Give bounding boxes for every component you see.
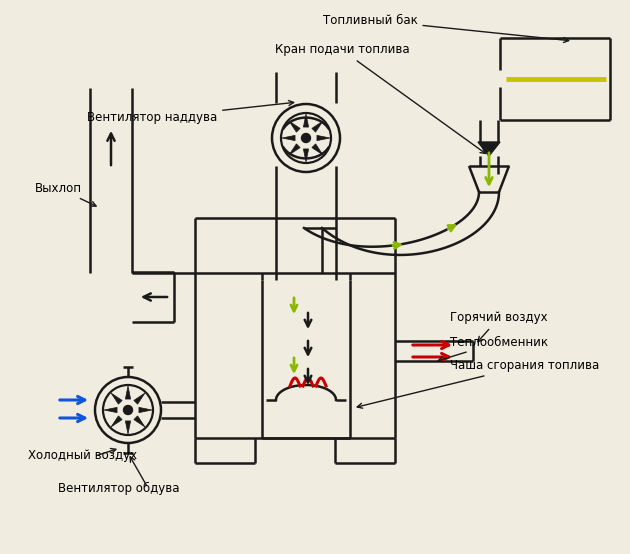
Circle shape: [302, 134, 311, 142]
Text: Кран подачи топлива: Кран подачи топлива: [275, 44, 486, 153]
Text: Топливный бак: Топливный бак: [323, 13, 569, 43]
Text: Чаша сгорания топлива: Чаша сгорания топлива: [357, 360, 599, 408]
Polygon shape: [304, 149, 309, 162]
Polygon shape: [478, 142, 500, 156]
Polygon shape: [104, 407, 117, 413]
Polygon shape: [125, 421, 130, 434]
Polygon shape: [134, 393, 145, 404]
Text: Выхлоп: Выхлоп: [35, 182, 96, 206]
Polygon shape: [289, 144, 300, 155]
Polygon shape: [111, 393, 122, 404]
Text: Теплообменник: Теплообменник: [438, 336, 548, 362]
Circle shape: [123, 406, 132, 414]
Polygon shape: [312, 121, 323, 132]
Polygon shape: [304, 114, 309, 127]
Text: Горячий воздух: Горячий воздух: [450, 311, 547, 342]
Text: Вентилятор наддува: Вентилятор наддува: [87, 100, 294, 125]
Polygon shape: [134, 416, 145, 427]
Polygon shape: [317, 135, 330, 141]
Polygon shape: [289, 121, 300, 132]
Polygon shape: [139, 407, 152, 413]
Text: Холодный воздух: Холодный воздух: [28, 449, 137, 461]
Text: Вентилятор обдува: Вентилятор обдува: [58, 481, 180, 495]
Polygon shape: [282, 135, 295, 141]
Polygon shape: [111, 416, 122, 427]
Polygon shape: [125, 386, 130, 399]
Polygon shape: [312, 144, 323, 155]
